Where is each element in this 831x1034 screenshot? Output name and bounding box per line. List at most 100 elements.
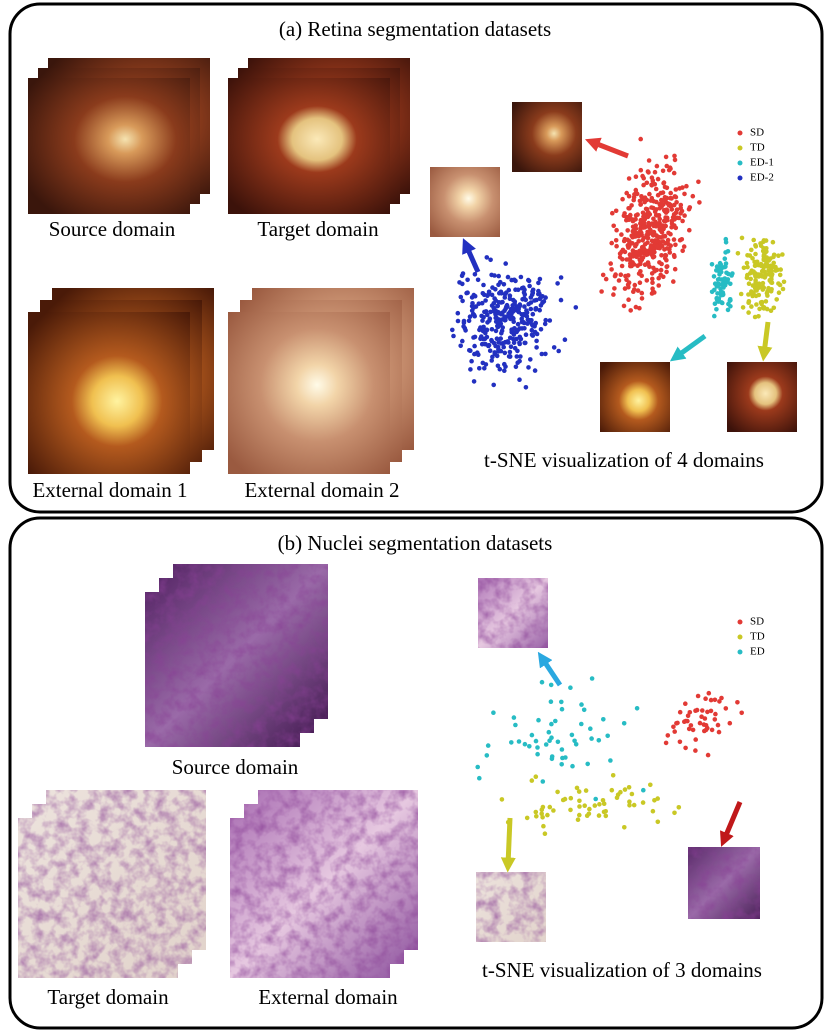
tsne-point: [728, 297, 733, 303]
tsne-point: [680, 218, 685, 224]
tsne-point: [475, 764, 481, 770]
tsne-point: [739, 710, 744, 716]
tsne-point: [672, 266, 678, 272]
tsne-point: [626, 297, 631, 303]
legend-marker: [737, 634, 743, 640]
image: [28, 78, 190, 214]
tsne-point: [712, 313, 717, 319]
tsne-point: [652, 169, 658, 175]
tsne-point: [610, 773, 616, 778]
tsne-point: [774, 297, 779, 302]
tsne-point: [522, 741, 528, 747]
tsne-point: [671, 212, 677, 217]
tsne-point: [660, 234, 666, 239]
tsne-point: [480, 326, 485, 332]
tsne-point: [667, 165, 673, 170]
tsne-point: [526, 365, 531, 370]
tsne-point: [529, 322, 535, 328]
tsne-point: [639, 194, 644, 199]
tsne-point: [635, 288, 641, 293]
tsne-point: [562, 796, 568, 802]
tsne-point: [489, 327, 495, 332]
tsne-point: [722, 276, 727, 282]
tsne-point: [498, 300, 504, 305]
tsne-point: [725, 307, 731, 313]
tsne-point: [769, 268, 774, 274]
tsne-point: [545, 812, 550, 818]
tsne-point: [637, 280, 643, 286]
tsne-point: [735, 251, 741, 256]
tsne-point: [484, 753, 490, 758]
tsne-point: [712, 301, 718, 307]
tsne-point: [677, 739, 683, 745]
tsne-point: [671, 279, 676, 284]
tsne-point: [657, 206, 662, 211]
tsne-point: [686, 726, 692, 732]
tsne-point: [492, 273, 497, 278]
tsne-point: [759, 268, 765, 274]
tsne-point: [678, 205, 683, 211]
image: [727, 362, 797, 432]
tsne-point: [581, 707, 587, 713]
tsne-point: [528, 295, 534, 300]
tsne-point: [761, 304, 766, 310]
tsne-point: [645, 235, 651, 241]
tsne-point: [577, 798, 582, 804]
tsne-point: [548, 682, 554, 688]
tsne-point: [722, 283, 728, 288]
tsne-point: [658, 272, 663, 278]
tsne-point: [628, 258, 633, 263]
tsne-point: [583, 788, 589, 793]
tsne-point: [503, 261, 509, 266]
tsne-point: [530, 290, 536, 296]
tsne-point: [671, 724, 676, 730]
tsne-point: [609, 240, 614, 246]
tsne-point: [650, 254, 656, 260]
tsne-point: [522, 326, 527, 331]
tsne-point: [543, 317, 548, 323]
tsne-caption: t-SNE visualization of 3 domains: [482, 958, 762, 982]
tsne-point: [640, 173, 645, 179]
tsne-point: [508, 315, 514, 320]
tsne-point: [693, 708, 698, 713]
tsne-point: [624, 257, 630, 262]
tsne-point: [551, 808, 556, 813]
tsne-point: [642, 195, 648, 200]
tsne-point: [464, 290, 469, 296]
tsne-point: [768, 308, 774, 314]
tsne-point: [496, 347, 501, 352]
tsne-point: [525, 321, 530, 326]
tsne-point: [509, 740, 514, 745]
tsne-point: [589, 676, 595, 681]
tsne-point: [623, 273, 628, 279]
tsne-point: [532, 329, 538, 335]
tsne-point: [759, 274, 765, 279]
tsne-point: [521, 285, 526, 291]
tsne-point: [513, 364, 519, 370]
tsne-point: [715, 291, 720, 296]
tsne-point: [548, 699, 554, 704]
tsne-point: [778, 267, 783, 272]
tsne-point: [708, 708, 714, 714]
tsne-point: [648, 782, 653, 788]
tsne-point: [677, 237, 683, 243]
tsne-point: [655, 819, 661, 825]
tsne-point: [631, 802, 637, 808]
tsne-point: [769, 287, 774, 292]
tsne-point: [756, 272, 761, 277]
tsne-point: [466, 318, 472, 324]
tsne-point: [506, 354, 512, 359]
legend-label: SD: [750, 616, 764, 628]
tsne-point: [509, 311, 514, 317]
tsne-point: [780, 252, 785, 257]
tsne-point: [625, 228, 630, 233]
tsne-point: [650, 233, 656, 238]
tsne-point: [639, 290, 645, 296]
tsne-point: [693, 748, 698, 753]
tsne-point: [717, 699, 722, 704]
tsne-point: [718, 286, 723, 292]
tsne-point: [632, 282, 638, 288]
tsne-point: [549, 756, 555, 762]
tsne-point: [505, 339, 511, 344]
tsne-point: [524, 815, 530, 821]
